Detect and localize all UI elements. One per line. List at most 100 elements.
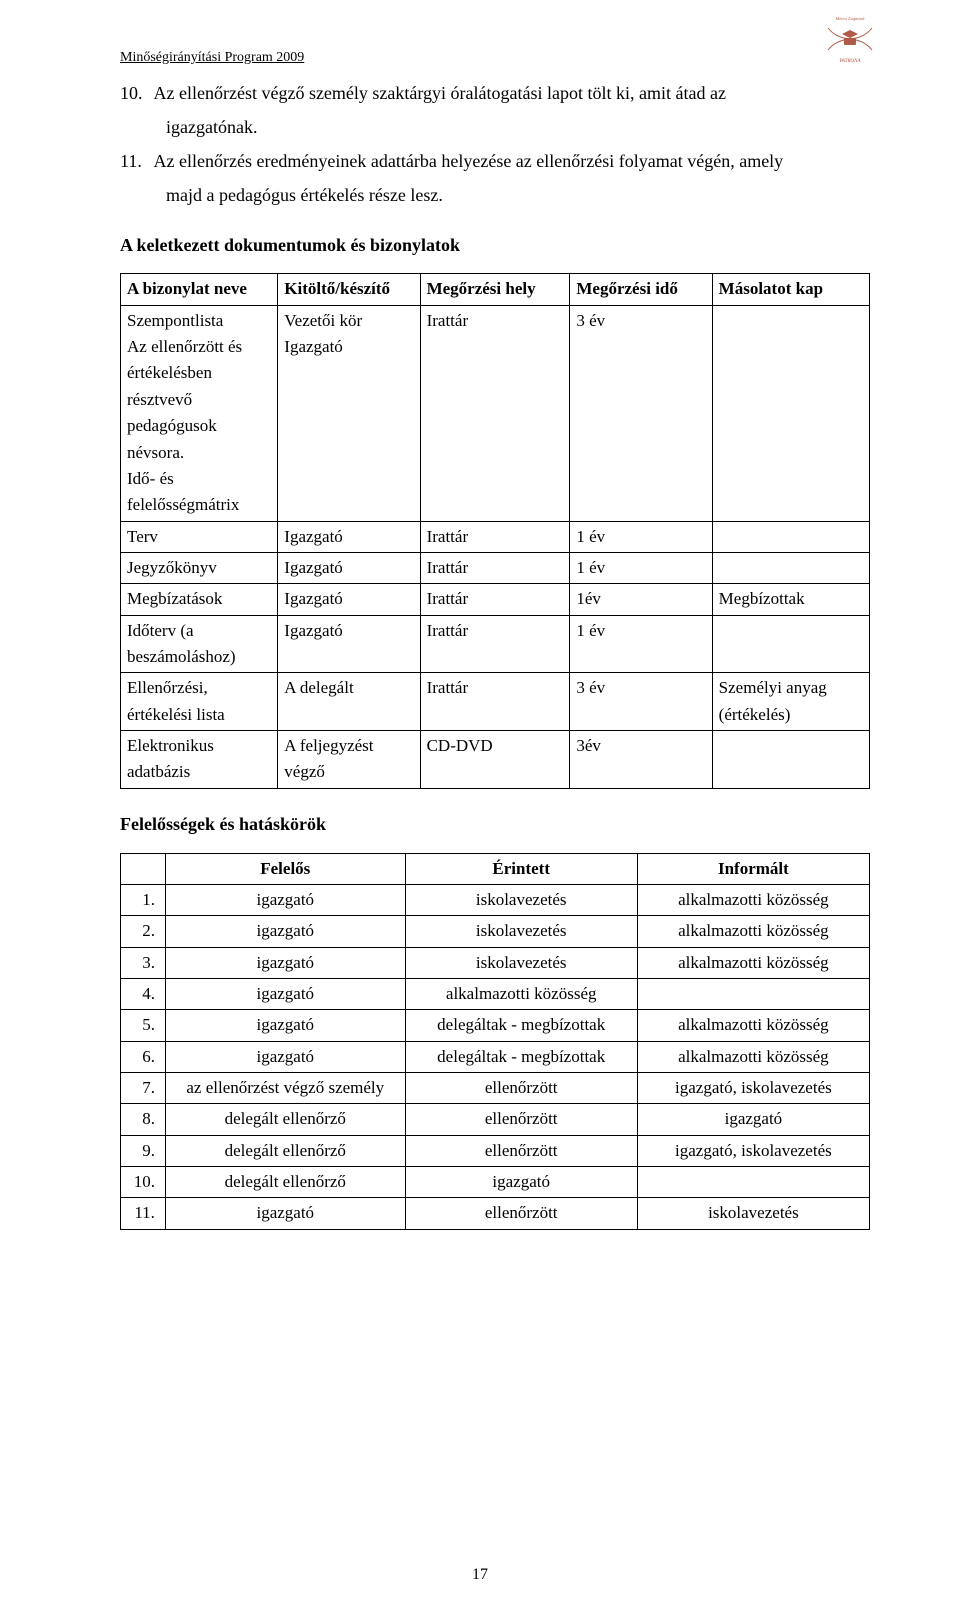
- table-cell: CD-DVD: [420, 730, 570, 788]
- page-number: 17: [0, 1566, 960, 1584]
- table-cell: Elektronikus adatbázis: [121, 730, 278, 788]
- table-cell: 10.: [121, 1166, 166, 1197]
- table-cell: A delegált: [278, 673, 420, 731]
- table-cell: Szempontlista Az ellenőrzött és értékelé…: [121, 305, 278, 521]
- table-cell: igazgató: [165, 1041, 405, 1072]
- table-cell: ellenőrzött: [405, 1135, 637, 1166]
- table-row: 10.delegált ellenőrzőigazgató: [121, 1166, 870, 1197]
- table-cell: Irattár: [420, 615, 570, 673]
- table-cell: delegált ellenőrző: [165, 1166, 405, 1197]
- table-cell: [712, 615, 869, 673]
- table-header: Felelős: [165, 853, 405, 884]
- table-row: 2.igazgatóiskolavezetésalkalmazotti közö…: [121, 916, 870, 947]
- responsibilities-table: Felelős Érintett Informált 1.igazgatóisk…: [120, 853, 870, 1230]
- list-item-10-cont: igazgatónak.: [166, 114, 870, 142]
- table-cell: Irattár: [420, 584, 570, 615]
- table-cell: 5.: [121, 1010, 166, 1041]
- list-text: Az ellenőrzést végző személy szaktárgyi …: [154, 83, 726, 103]
- table-cell: iskolavezetés: [405, 916, 637, 947]
- page: Minőségirányítási Program 2009 Móricz Zs…: [0, 0, 960, 1614]
- table-cell: 3.: [121, 947, 166, 978]
- table-cell: igazgató: [165, 1198, 405, 1229]
- list-item-11: 11. Az ellenőrzés eredményeinek adattárb…: [120, 148, 870, 176]
- table-cell: igazgató: [165, 916, 405, 947]
- school-logo: Móricz Zsigmond PATRONA: [820, 8, 880, 68]
- table-cell: 3 év: [570, 305, 712, 521]
- table-cell: Igazgató: [278, 552, 420, 583]
- table-cell: igazgató, iskolavezetés: [637, 1135, 869, 1166]
- table-cell: [637, 978, 869, 1009]
- table-cell: Vezetői kör Igazgató: [278, 305, 420, 521]
- table-row: 11.igazgatóellenőrzöttiskolavezetés: [121, 1198, 870, 1229]
- table-cell: ellenőrzött: [405, 1104, 637, 1135]
- table-header: Kitöltő/készítő: [278, 274, 420, 305]
- table-cell: delegált ellenőrző: [165, 1104, 405, 1135]
- documents-table: A bizonylat neve Kitöltő/készítő Megőrzé…: [120, 273, 870, 788]
- header-left: Minőségirányítási Program 2009: [120, 50, 870, 66]
- table-row: Ellenőrzési, értékelési listaA delegáltI…: [121, 673, 870, 731]
- table-cell: iskolavezetés: [405, 947, 637, 978]
- table-cell: Időterv (a beszámoláshoz): [121, 615, 278, 673]
- table-cell: delegált ellenőrző: [165, 1135, 405, 1166]
- table-cell: alkalmazotti közösség: [405, 978, 637, 1009]
- table-cell: 1 év: [570, 521, 712, 552]
- table-cell: Irattár: [420, 305, 570, 521]
- table-cell: delegáltak - megbízottak: [405, 1041, 637, 1072]
- table-cell: 7.: [121, 1072, 166, 1103]
- table-cell: [712, 730, 869, 788]
- table-row: 4.igazgatóalkalmazotti közösség: [121, 978, 870, 1009]
- table-row: 7.az ellenőrzést végző személyellenőrzöt…: [121, 1072, 870, 1103]
- table-cell: ellenőrzött: [405, 1072, 637, 1103]
- table-cell: 1.: [121, 884, 166, 915]
- table-cell: az ellenőrzést végző személy: [165, 1072, 405, 1103]
- table-header: Informált: [637, 853, 869, 884]
- table-row: 3.igazgatóiskolavezetésalkalmazotti közö…: [121, 947, 870, 978]
- table-cell: Irattár: [420, 521, 570, 552]
- table-cell: 11.: [121, 1198, 166, 1229]
- table-cell: Megbízatások: [121, 584, 278, 615]
- table-header-row: A bizonylat neve Kitöltő/készítő Megőrzé…: [121, 274, 870, 305]
- table-cell: [712, 521, 869, 552]
- table-cell: 3év: [570, 730, 712, 788]
- table-cell: igazgató: [405, 1166, 637, 1197]
- table-cell: igazgató: [165, 978, 405, 1009]
- svg-text:PATRONA: PATRONA: [838, 59, 861, 64]
- table-cell: Terv: [121, 521, 278, 552]
- table-row: JegyzőkönyvIgazgatóIrattár1 év: [121, 552, 870, 583]
- table-header-row: Felelős Érintett Informált: [121, 853, 870, 884]
- table-cell: 2.: [121, 916, 166, 947]
- list-number: 11.: [120, 148, 150, 176]
- list-item-11-cont: majd a pedagógus értékelés része lesz.: [166, 182, 870, 210]
- table-row: 8.delegált ellenőrzőellenőrzöttigazgató: [121, 1104, 870, 1135]
- table-cell: igazgató: [165, 947, 405, 978]
- table-cell: 3 év: [570, 673, 712, 731]
- table-cell: delegáltak - megbízottak: [405, 1010, 637, 1041]
- table-row: 6.igazgatódelegáltak - megbízottakalkalm…: [121, 1041, 870, 1072]
- table-header: [121, 853, 166, 884]
- table-cell: 8.: [121, 1104, 166, 1135]
- table-cell: 1 év: [570, 615, 712, 673]
- section-title-responsibilities: Felelősségek és hatáskörök: [120, 811, 870, 839]
- table-header: Megőrzési hely: [420, 274, 570, 305]
- list-text: Az ellenőrzés eredményeinek adattárba he…: [154, 151, 784, 171]
- table-row: Elektronikus adatbázisA feljegyzést végz…: [121, 730, 870, 788]
- table-cell: igazgató, iskolavezetés: [637, 1072, 869, 1103]
- table-cell: [712, 305, 869, 521]
- table-cell: alkalmazotti közösség: [637, 1010, 869, 1041]
- table-cell: Igazgató: [278, 615, 420, 673]
- table-cell: iskolavezetés: [637, 1198, 869, 1229]
- table-row: MegbízatásokIgazgatóIrattár1évMegbízotta…: [121, 584, 870, 615]
- table-header: Érintett: [405, 853, 637, 884]
- table-cell: 1év: [570, 584, 712, 615]
- table-cell: A feljegyzést végző: [278, 730, 420, 788]
- table-cell: alkalmazotti közösség: [637, 884, 869, 915]
- table-cell: [637, 1166, 869, 1197]
- table-cell: Ellenőrzési, értékelési lista: [121, 673, 278, 731]
- table-cell: 1 év: [570, 552, 712, 583]
- list-number: 10.: [120, 80, 150, 108]
- content-body: 10. Az ellenőrzést végző személy szaktár…: [120, 80, 870, 1230]
- table-cell: alkalmazotti közösség: [637, 947, 869, 978]
- table-cell: Megbízottak: [712, 584, 869, 615]
- table-cell: 6.: [121, 1041, 166, 1072]
- table-cell: 9.: [121, 1135, 166, 1166]
